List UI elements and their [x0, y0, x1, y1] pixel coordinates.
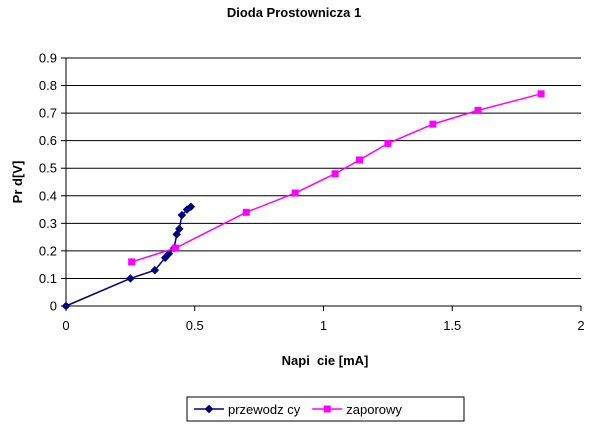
y-tick-label-7: 0.7 — [39, 106, 57, 121]
series — [61, 90, 545, 311]
y-tick-label-5: 0.5 — [39, 161, 57, 176]
x-tick-label-4: 2 — [577, 318, 584, 333]
y-tick-label-6: 0.6 — [39, 133, 57, 148]
gridlines — [66, 57, 581, 279]
y-tick-label-4: 0.4 — [39, 188, 57, 203]
data-point-1-5 — [356, 156, 364, 164]
y-tick-label-3: 0.3 — [39, 216, 57, 231]
series-line-1 — [131, 93, 542, 263]
y-tick-label-1: 0.1 — [39, 271, 57, 286]
legend-item-0: przewodz cy — [194, 402, 301, 417]
x-tick-labels: 0 0.5 1 1.5 2 — [62, 318, 584, 333]
axes — [61, 57, 582, 311]
data-point-0-8 — [177, 210, 187, 220]
data-point-0-2 — [150, 265, 160, 275]
series-1 — [128, 90, 545, 266]
data-point-0-4 — [164, 249, 174, 258]
data-point-0-7 — [174, 224, 184, 234]
x-axis-title: Napi cie [mA] — [282, 353, 369, 368]
x-tick-label-3: 1.5 — [443, 318, 461, 333]
data-point-1-8 — [474, 106, 482, 114]
y-tick-labels: 0 0.1 0.2 0.3 0.4 0.5 0.6 0.7 0.8 0.9 — [39, 51, 57, 314]
legend: przewodz cy zaporowy — [186, 396, 465, 422]
data-point-0-0 — [61, 301, 71, 311]
data-point-0-1 — [126, 274, 135, 283]
y-tick-label-0: 0 — [50, 299, 57, 314]
y-tick-label-2: 0.2 — [39, 243, 57, 258]
data-point-1-9 — [537, 90, 545, 98]
data-point-1-7 — [429, 120, 437, 128]
x-tick-label-0: 0 — [62, 318, 69, 333]
data-point-1-1 — [171, 244, 179, 252]
data-point-1-6 — [384, 139, 392, 147]
chart-title: Dioda Prostownicza 1 — [227, 5, 361, 20]
x-tick-label-1: 0.5 — [186, 318, 204, 333]
legend-label-1: zaporowy — [346, 402, 402, 417]
series-line-0 — [65, 206, 192, 307]
y-axis-title: Pr d[V] — [10, 161, 25, 204]
y-tick-label-9: 0.9 — [39, 51, 57, 66]
data-point-1-0 — [128, 258, 136, 266]
y-tick-label-8: 0.8 — [39, 78, 57, 93]
data-point-1-3 — [291, 189, 299, 197]
legend-item-1: zaporowy — [312, 402, 402, 417]
legend-marker-0 — [204, 404, 214, 414]
legend-marker-1 — [323, 405, 331, 413]
series-0 — [61, 202, 196, 311]
x-tick-label-2: 1 — [320, 318, 327, 333]
data-point-1-4 — [331, 170, 339, 178]
legend-label-0: przewodz cy — [228, 402, 301, 417]
legend-items: przewodz cy zaporowy — [194, 402, 402, 417]
data-point-1-2 — [242, 208, 250, 216]
data-point-0-10 — [186, 202, 196, 212]
